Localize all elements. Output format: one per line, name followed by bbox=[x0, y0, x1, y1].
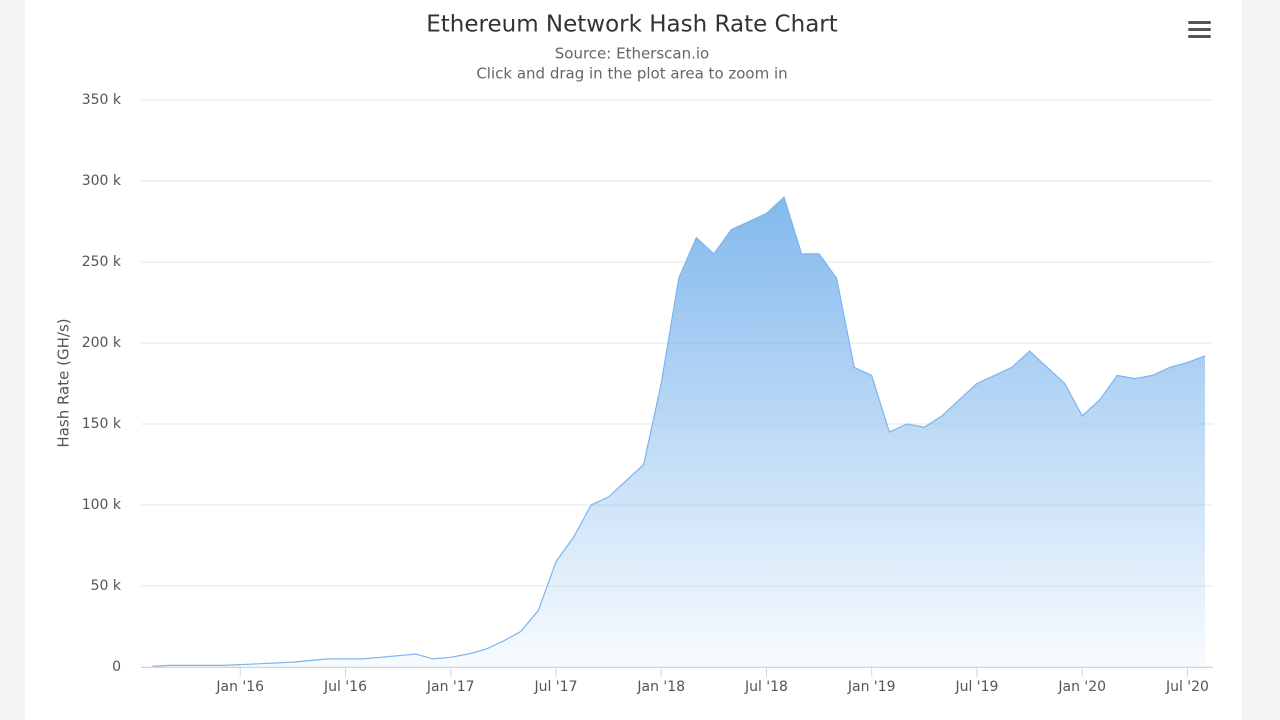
y-axis-label: Hash Rate (GH/s) bbox=[55, 318, 73, 447]
chart-subtitle: Source: Etherscan.io bbox=[555, 45, 709, 63]
x-tick-label: Jul '18 bbox=[744, 679, 788, 695]
y-tick-label: 300 k bbox=[82, 173, 122, 189]
y-tick-label: 150 k bbox=[82, 416, 122, 432]
menu-bar bbox=[1188, 28, 1211, 31]
x-tick-label: Jul '17 bbox=[533, 679, 577, 695]
x-tick-label: Jan '19 bbox=[847, 679, 896, 695]
x-tick-label: Jan '20 bbox=[1057, 679, 1106, 695]
area-fill bbox=[152, 197, 1205, 667]
x-tick-label: Jan '18 bbox=[636, 679, 685, 695]
chart-subtitle: Click and drag in the plot area to zoom … bbox=[476, 65, 787, 83]
y-tick-label: 250 k bbox=[82, 254, 122, 270]
x-tick-label: Jul '20 bbox=[1165, 679, 1209, 695]
x-tick-label: Jul '19 bbox=[954, 679, 998, 695]
x-tick-label: Jul '16 bbox=[323, 679, 367, 695]
y-tick-label: 200 k bbox=[82, 335, 122, 351]
menu-button[interactable] bbox=[1186, 14, 1214, 42]
x-tick-label: Jan '16 bbox=[215, 679, 264, 695]
menu-bar bbox=[1188, 21, 1211, 24]
menu-bar bbox=[1188, 35, 1211, 38]
area-line bbox=[152, 196, 1206, 667]
y-tick-label: 0 bbox=[112, 659, 121, 675]
y-tick-label: 100 k bbox=[82, 497, 122, 513]
chart-title: Ethereum Network Hash Rate Chart bbox=[426, 12, 838, 38]
x-tick-label: Jan '17 bbox=[426, 679, 475, 695]
y-tick-label: 350 k bbox=[82, 92, 122, 108]
y-tick-label: 50 k bbox=[91, 578, 122, 594]
